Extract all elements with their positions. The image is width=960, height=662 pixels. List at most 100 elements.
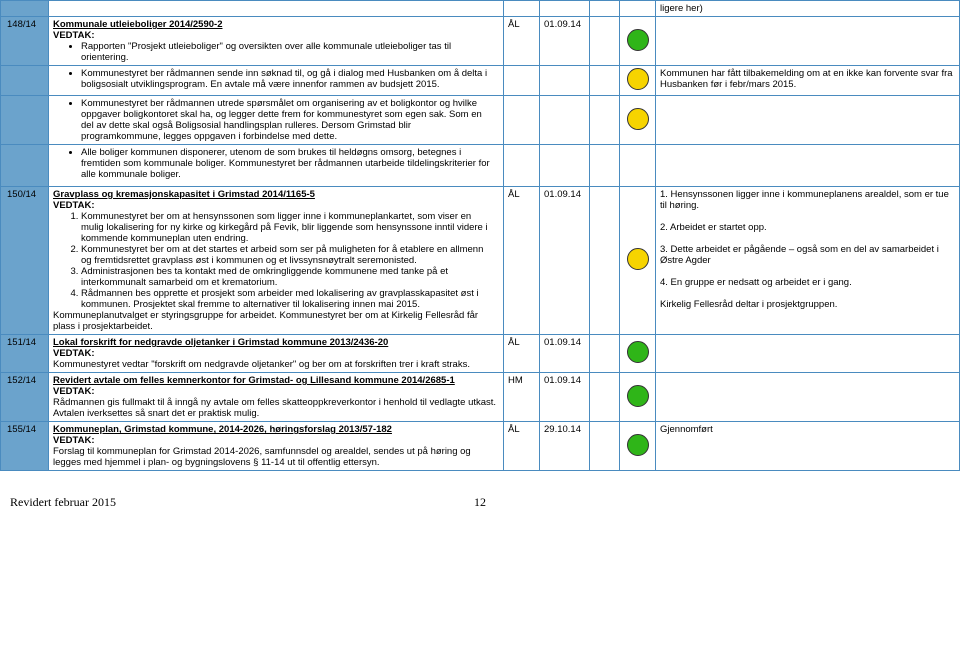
- row-id-cell: [1, 96, 49, 145]
- initials: ÅL: [508, 424, 520, 435]
- status-circle-icon: [627, 29, 649, 51]
- status-circle-icon: [627, 248, 649, 270]
- status-cell: [620, 373, 656, 422]
- spacer-cell: [590, 422, 620, 471]
- init-cell: [504, 66, 540, 96]
- spacer-cell: [590, 66, 620, 96]
- date: 01.09.14: [544, 375, 581, 386]
- spacer-cell: [590, 1, 620, 17]
- status-circle-icon: [627, 108, 649, 130]
- bullet-list: Kommunestyret ber rådmannen utrede spørs…: [81, 98, 499, 142]
- page-footer: Revidert februar 2015 12: [0, 495, 960, 520]
- list-item: Kommunestyret ber om at hensynssonen som…: [81, 211, 493, 244]
- row-id-cell: [1, 1, 49, 17]
- row-id-cell: 150/14: [1, 187, 49, 335]
- table-row: 148/14 Kommunale utleieboliger 2014/2590…: [1, 17, 960, 66]
- note-text: Kirkelig Fellesråd deltar i prosjektgrup…: [660, 299, 955, 310]
- note-cell: Gjennomført: [656, 422, 960, 471]
- footer-left: Revidert februar 2015: [10, 495, 116, 509]
- spacer-cell: [590, 145, 620, 183]
- note-cell: [656, 96, 960, 145]
- row-id: 150/14: [7, 189, 36, 200]
- note-cell: [656, 335, 960, 373]
- note-text: 2. Arbeidet er startet opp.: [660, 222, 955, 233]
- row-id: 148/14: [7, 19, 36, 30]
- initials: ÅL: [508, 19, 520, 30]
- note-cell: [656, 145, 960, 183]
- spacer-cell: [590, 17, 620, 66]
- list-item: Rapporten "Prosjekt utleieboliger" og ov…: [81, 41, 493, 63]
- status-circle-icon: [627, 341, 649, 363]
- date: 01.09.14: [544, 19, 581, 30]
- status-cell: [620, 335, 656, 373]
- status-cell: [620, 187, 656, 335]
- row-id-cell: [1, 66, 49, 96]
- init-cell: ÅL: [504, 335, 540, 373]
- row-id-cell: 151/14: [1, 335, 49, 373]
- bullet-list: Alle boliger kommunen disponerer, utenom…: [81, 147, 499, 180]
- init-cell: [504, 1, 540, 17]
- date-cell: 29.10.14: [540, 422, 590, 471]
- vedtak-label: VEDTAK:: [53, 30, 499, 41]
- ordered-list: Kommunestyret ber om at hensynssonen som…: [81, 211, 499, 310]
- note-text: Kommunen har fått tilbakemelding om at e…: [660, 68, 953, 90]
- spacer-cell: [590, 187, 620, 335]
- status-cell: [620, 145, 656, 183]
- row-id-cell: 152/14: [1, 373, 49, 422]
- desc-cell: Kommunestyret ber rådmannen sende inn sø…: [49, 66, 504, 96]
- table-row: 150/14 Gravplass og kremasjonskapasitet …: [1, 187, 960, 335]
- desc-cell: Alle boliger kommunen disponerer, utenom…: [49, 145, 504, 183]
- init-cell: ÅL: [504, 187, 540, 335]
- row-title: Lokal forskrift for nedgravde oljetanker…: [53, 337, 499, 348]
- date-cell: 01.09.14: [540, 17, 590, 66]
- table-row: Alle boliger kommunen disponerer, utenom…: [1, 145, 960, 183]
- status-cell: [620, 96, 656, 145]
- note-text: 4. En gruppe er nedsatt og arbeidet er i…: [660, 277, 955, 288]
- row-id: 152/14: [7, 375, 36, 386]
- date-cell: 01.09.14: [540, 373, 590, 422]
- spacer-cell: [590, 335, 620, 373]
- row-title: Revidert avtale om felles kemnerkontor f…: [53, 375, 499, 386]
- init-cell: HM: [504, 373, 540, 422]
- table-row: Kommunestyret ber rådmannen utrede spørs…: [1, 96, 960, 145]
- date-cell: [540, 96, 590, 145]
- row-id: 155/14: [7, 424, 36, 435]
- desc-cell: Revidert avtale om felles kemnerkontor f…: [49, 373, 504, 422]
- desc-cell: Lokal forskrift for nedgravde oljetanker…: [49, 335, 504, 373]
- date-cell: 01.09.14: [540, 187, 590, 335]
- table-row: ligere her): [1, 1, 960, 17]
- row-title: Gravplass og kremasjonskapasitet i Grims…: [53, 189, 499, 200]
- note-text: 1. Hensynssonen ligger inne i kommunepla…: [660, 189, 955, 211]
- init-cell: ÅL: [504, 422, 540, 471]
- spacer-cell: [590, 373, 620, 422]
- row-id-cell: [1, 145, 49, 187]
- list-item: Administrasjonen bes ta kontakt med de o…: [81, 266, 493, 288]
- row-id-cell: 148/14: [1, 17, 49, 66]
- date: 29.10.14: [544, 424, 581, 435]
- note-text: Gjennomført: [660, 424, 713, 435]
- page-number: 12: [474, 495, 486, 510]
- desc-cell: Kommuneplan, Grimstad kommune, 2014-2026…: [49, 422, 504, 471]
- tail-text: Kommuneplanutvalget er styringsgruppe fo…: [53, 310, 499, 332]
- row-id: 151/14: [7, 337, 36, 348]
- note-text: ligere her): [660, 3, 703, 14]
- list-item: Kommunestyret ber om at det startes et a…: [81, 244, 493, 266]
- list-item: Alle boliger kommunen disponerer, utenom…: [81, 147, 493, 180]
- date-cell: 01.09.14: [540, 335, 590, 373]
- init-cell: [504, 96, 540, 145]
- date-cell: [540, 145, 590, 183]
- bullet-list: Kommunestyret ber rådmannen sende inn sø…: [81, 68, 499, 90]
- date-cell: [540, 66, 590, 96]
- table-row: 155/14 Kommuneplan, Grimstad kommune, 20…: [1, 422, 960, 471]
- initials: HM: [508, 375, 523, 386]
- body-text: Forslag til kommuneplan for Grimstad 201…: [53, 446, 499, 468]
- desc-cell: Kommunale utleieboliger 2014/2590-2 VEDT…: [49, 17, 504, 66]
- vedtak-label: VEDTAK:: [53, 348, 499, 359]
- date: 01.09.14: [544, 337, 581, 348]
- body-text: Rådmannen gis fullmakt til å inngå ny av…: [53, 397, 499, 419]
- body-text: Kommunestyret vedtar "forskrift om nedgr…: [53, 359, 499, 370]
- date-cell: [540, 1, 590, 17]
- desc-cell: [49, 1, 504, 17]
- date: 01.09.14: [544, 189, 581, 200]
- init-cell: [504, 145, 540, 183]
